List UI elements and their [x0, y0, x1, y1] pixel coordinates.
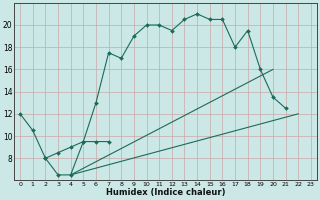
X-axis label: Humidex (Indice chaleur): Humidex (Indice chaleur)	[106, 188, 225, 197]
